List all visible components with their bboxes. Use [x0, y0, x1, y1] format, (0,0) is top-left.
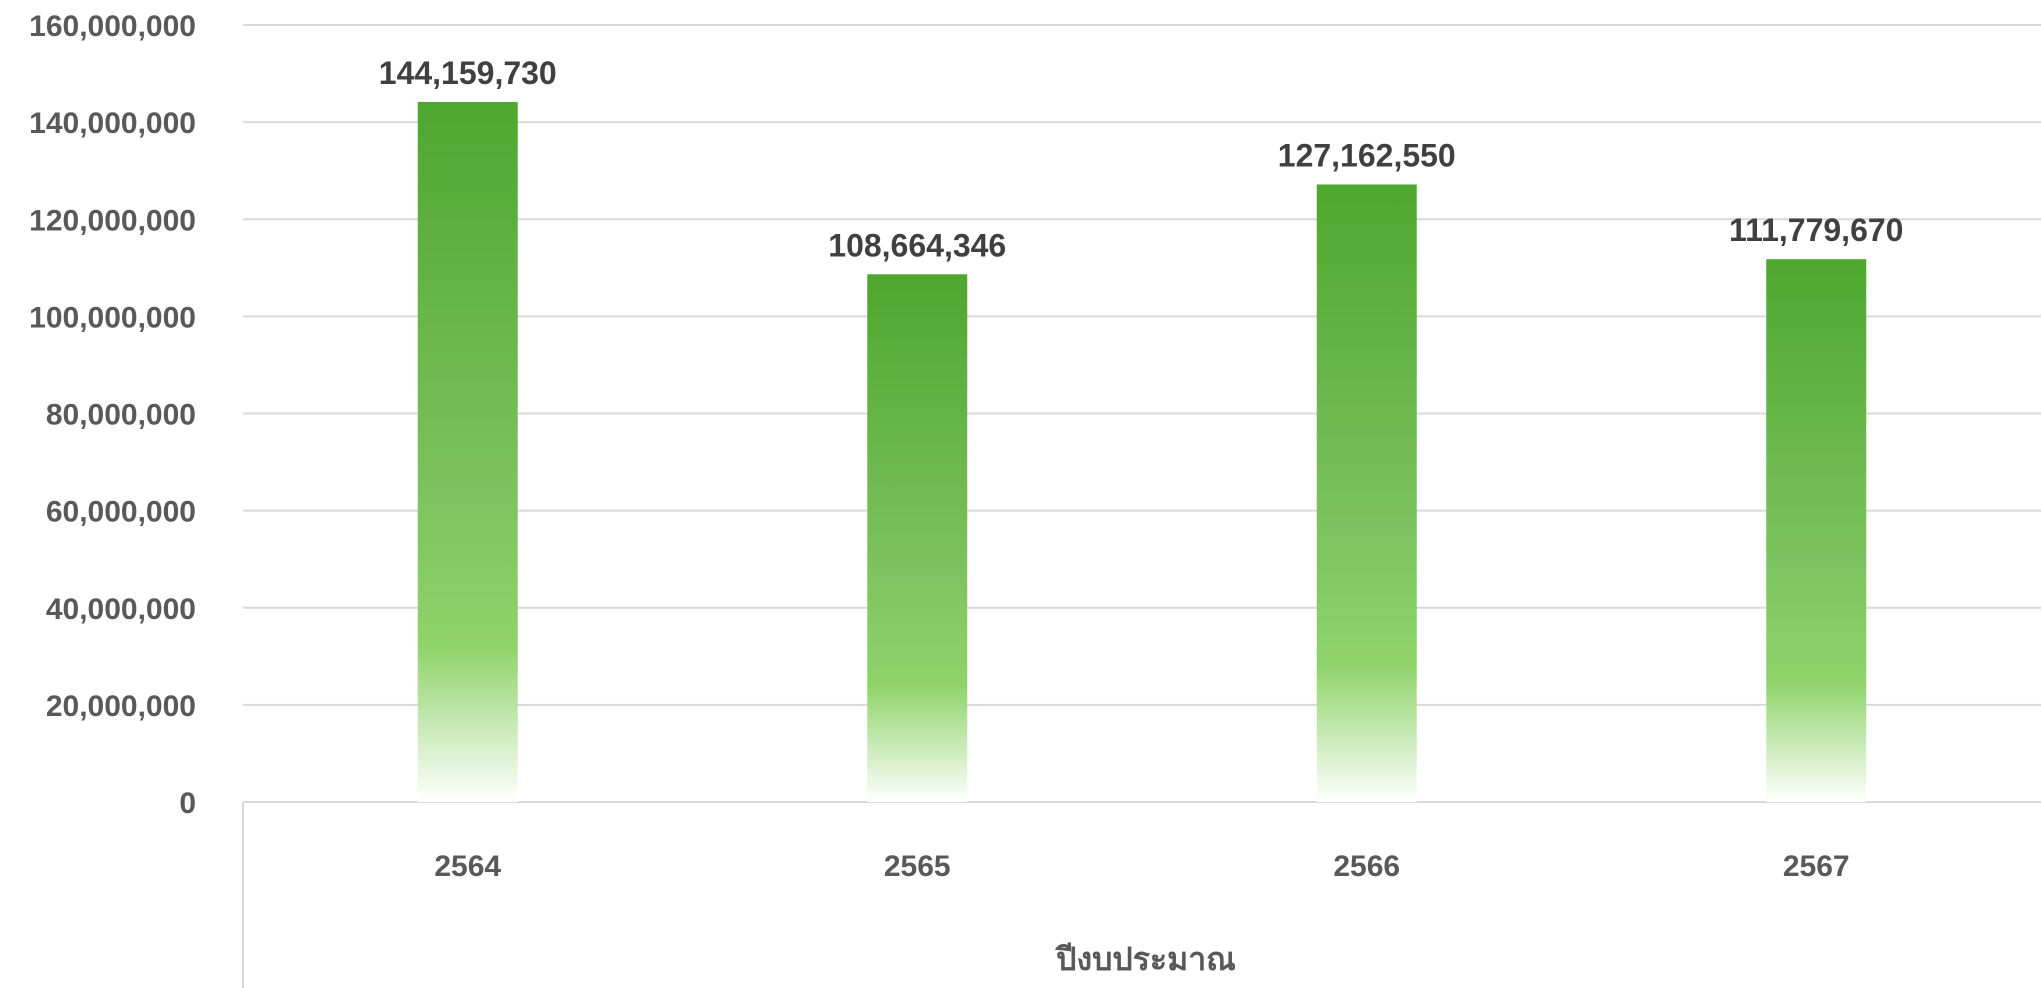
y-tick-label: 160,000,000 — [29, 10, 196, 43]
x-tick-label: 2564 — [434, 850, 501, 883]
bar-2566 — [1316, 184, 1417, 803]
y-tick-label: 20,000,000 — [46, 690, 196, 723]
y-tick-label: 0 — [179, 787, 196, 820]
x-axis-title: ปีงบประมาณ — [1054, 940, 1236, 978]
bar-2564 — [417, 101, 518, 802]
data-labels: 144,159,730 108,664,346 127,162,550 111,779… — [379, 55, 1904, 263]
bars — [417, 101, 1867, 803]
x-tick-label: 2567 — [1783, 850, 1850, 883]
x-axis-ticks: 2564 2565 2566 2567 — [434, 850, 1849, 883]
y-tick-label: 40,000,000 — [46, 593, 196, 626]
x-tick-label: 2565 — [884, 850, 951, 883]
y-tick-label: 60,000,000 — [46, 496, 196, 529]
axes — [242, 801, 2041, 988]
bar-2565 — [867, 274, 968, 802]
gridlines — [243, 24, 2041, 706]
bar-2567 — [1766, 259, 1867, 802]
y-tick-label: 80,000,000 — [46, 399, 196, 432]
data-label: 108,664,346 — [828, 227, 1006, 263]
y-tick-label: 120,000,000 — [29, 204, 196, 237]
data-label: 127,162,550 — [1278, 137, 1456, 173]
y-axis-ticks: 0 20,000,000 40,000,000 60,000,000 80,000,00… — [29, 10, 196, 820]
data-label: 144,159,730 — [379, 55, 557, 91]
y-tick-label: 100,000,000 — [29, 301, 196, 334]
data-label: 111,779,670 — [1729, 212, 1903, 248]
y-tick-label: 140,000,000 — [29, 107, 196, 140]
x-tick-label: 2566 — [1333, 850, 1400, 883]
